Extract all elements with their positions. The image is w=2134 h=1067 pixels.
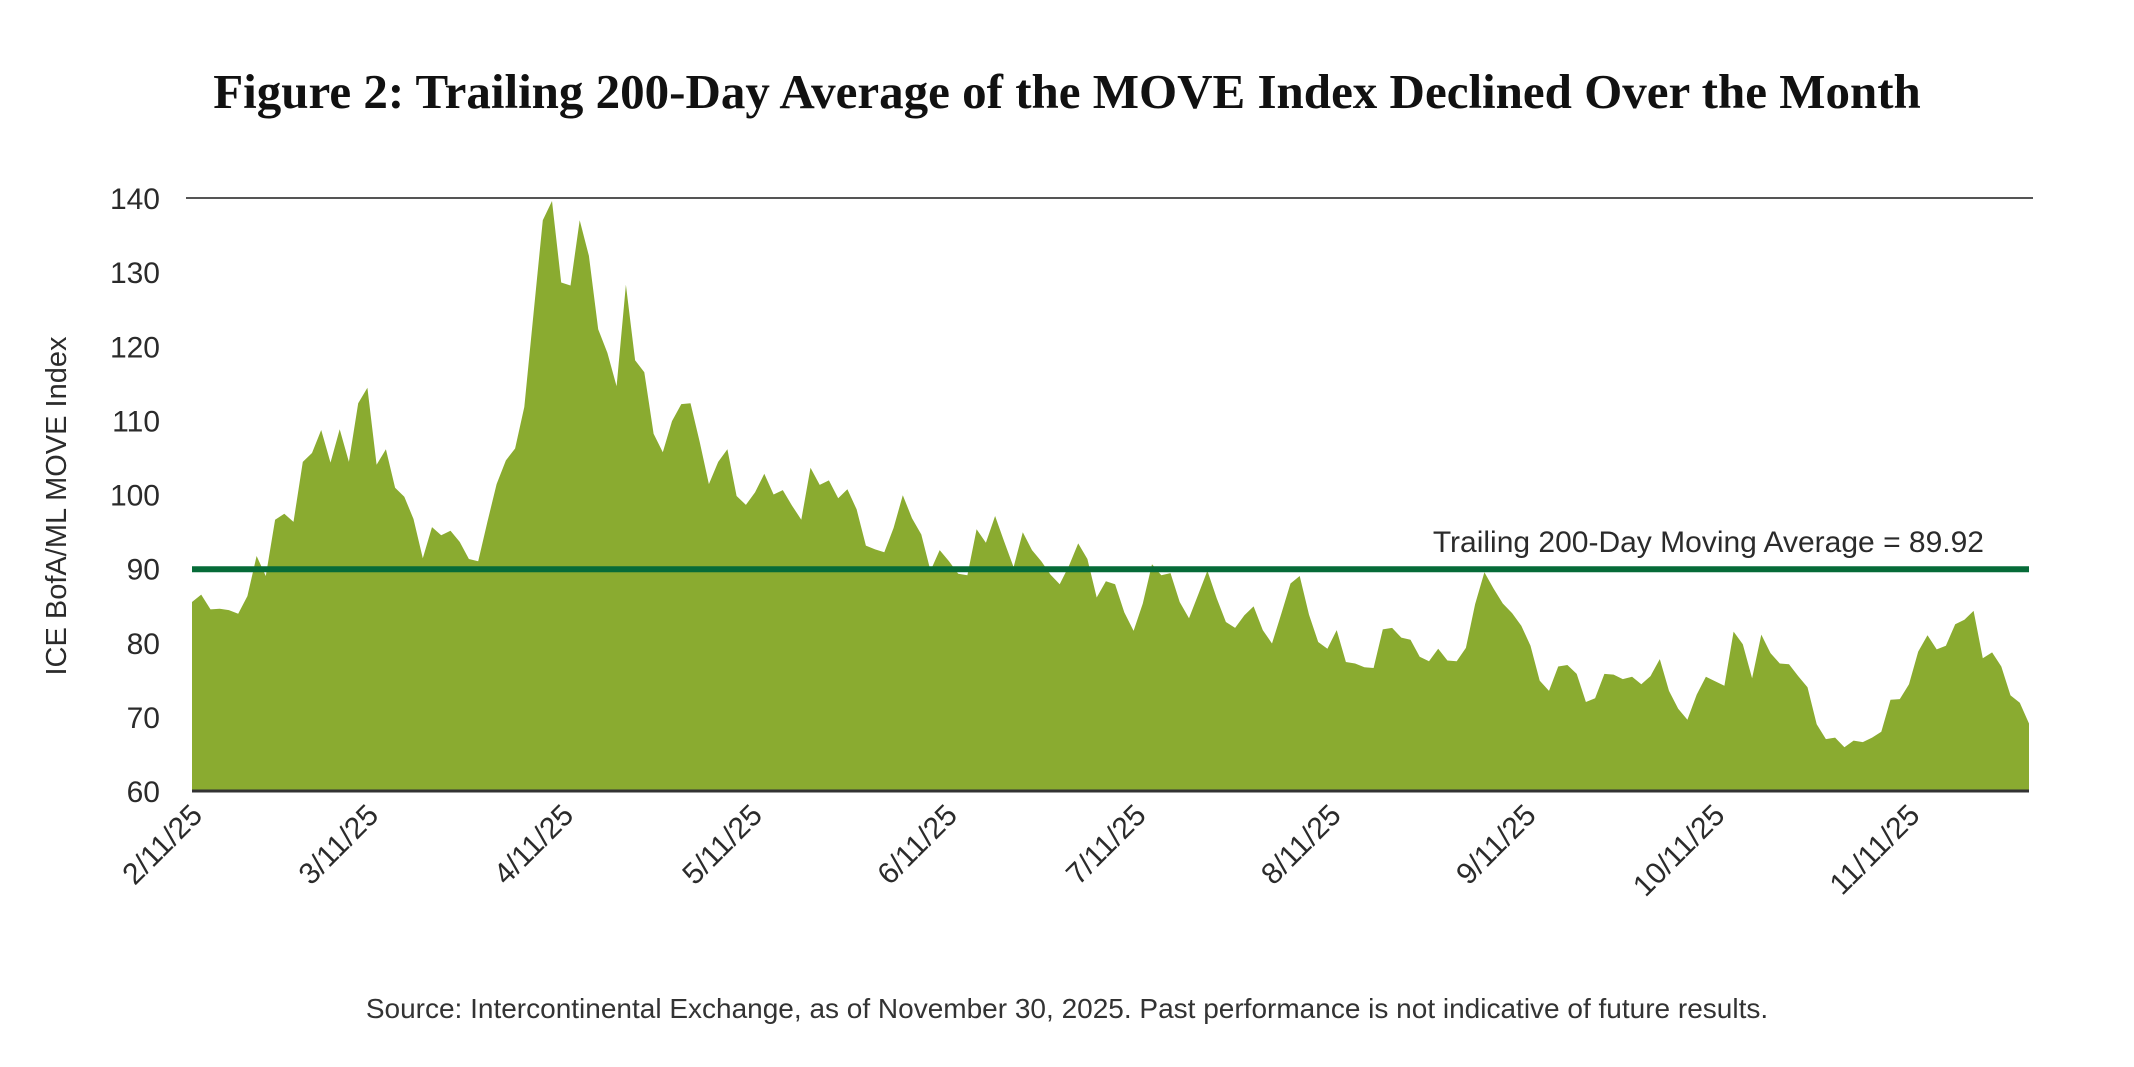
x-tick-label: 9/11/25 <box>1450 799 1543 892</box>
y-axis-title: ICE BofA/ML MOVE Index <box>41 336 73 675</box>
move-index-area <box>192 201 2029 791</box>
x-tick-label: 11/11/25 <box>1824 799 1927 902</box>
x-tick-label: 8/11/25 <box>1255 799 1348 892</box>
y-tick-label: 80 <box>127 628 160 661</box>
y-tick-label: 90 <box>127 554 160 587</box>
chart-title: Figure 2: Trailing 200-Day Average of th… <box>213 64 1921 119</box>
y-tick-label: 120 <box>110 331 160 364</box>
y-tick-label: 70 <box>127 702 160 735</box>
moving-average-label: Trailing 200-Day Moving Average = 89.92 <box>1433 526 1984 559</box>
source-note: Source: Intercontinental Exchange, as of… <box>366 993 1768 1024</box>
y-tick-label: 100 <box>110 480 160 513</box>
x-axis-ticks: 2/11/25 3/11/25 4/11/25 5/11/25 6/11/25 7/11/… <box>116 799 1926 903</box>
x-tick-label: 4/11/25 <box>488 799 581 892</box>
y-tick-label: 130 <box>110 257 160 290</box>
y-tick-label: 140 <box>110 183 160 216</box>
x-tick-label: 7/11/25 <box>1060 799 1153 892</box>
x-tick-label: 5/11/25 <box>676 799 769 892</box>
x-tick-label: 10/11/25 <box>1627 799 1731 903</box>
y-axis-ticks: 60 70 80 90 100 110 120 130 140 <box>110 183 160 809</box>
x-tick-label: 6/11/25 <box>871 799 964 892</box>
x-tick-label: 2/11/25 <box>116 799 209 892</box>
x-tick-label: 3/11/25 <box>293 799 386 892</box>
y-tick-label: 110 <box>112 405 160 438</box>
y-tick-label: 60 <box>127 776 160 809</box>
